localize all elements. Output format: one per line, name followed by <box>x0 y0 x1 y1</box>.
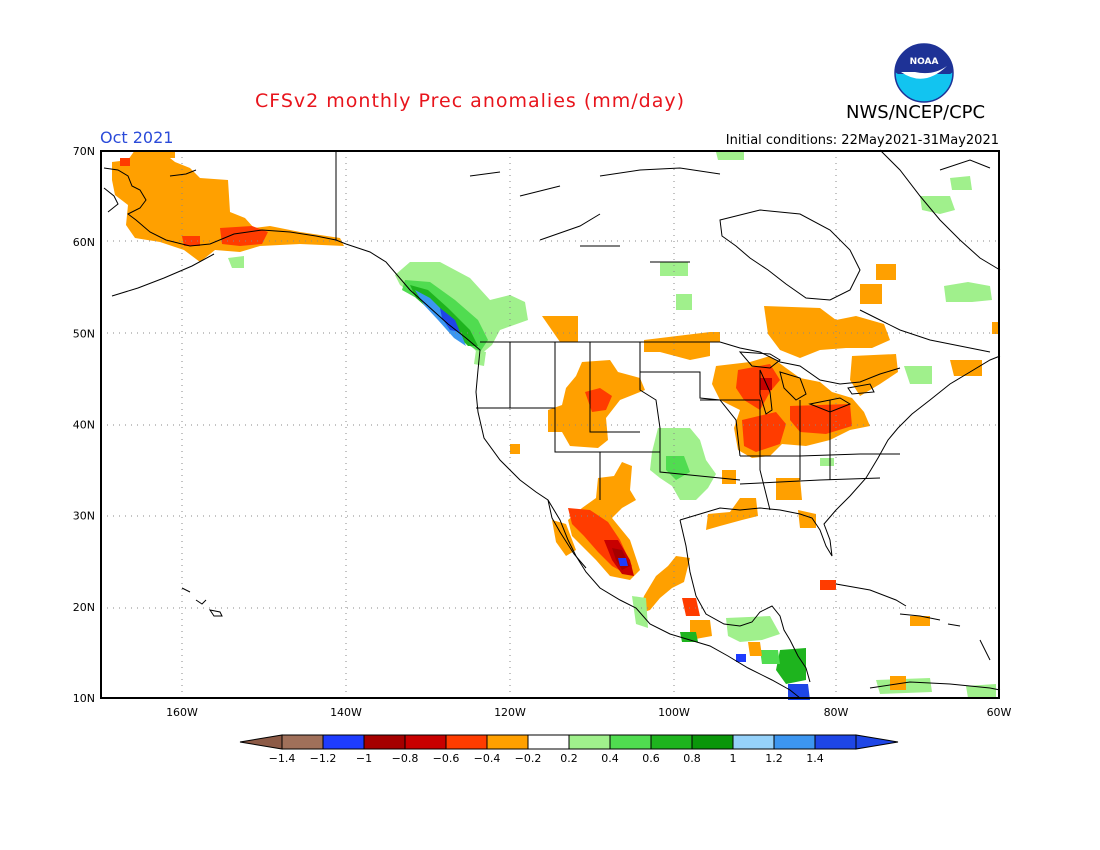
legend-swatch <box>691 734 734 750</box>
organization-label: NWS/NCEP/CPC <box>846 102 986 123</box>
legend-swatch <box>732 734 775 750</box>
longitude-label: 100W <box>658 706 690 719</box>
legend-tick-label: 0.8 <box>683 752 701 765</box>
legend-tick-label: −1.4 <box>269 752 296 765</box>
legend-tick-label: −0.8 <box>392 752 419 765</box>
latitude-label: 70N <box>73 145 95 158</box>
legend-low-arrow <box>239 734 283 750</box>
legend-tick-labels: −1.4 −1.2 −1 −0.8 −0.6 −0.4 −0.2 0.2 0.4 0.6 0.8 1 1… <box>269 752 824 765</box>
longitude-label: 140W <box>330 706 362 719</box>
legend-tick-label: −0.4 <box>474 752 501 765</box>
latitude-label: 20N <box>73 601 95 614</box>
anomaly-patch-alaska <box>112 150 344 262</box>
legend-swatch <box>404 734 447 750</box>
legend-swatch <box>814 734 857 750</box>
latitude-label: 30N <box>73 510 95 523</box>
longitude-label: 120W <box>494 706 526 719</box>
legend-swatch <box>568 734 611 750</box>
map-frame <box>100 150 1000 699</box>
noaa-logo-text: NOAA <box>910 57 939 67</box>
latitude-label: 10N <box>73 692 95 705</box>
chart-title: CFSv2 monthly Prec anomalies (mm/day) <box>254 90 686 112</box>
latitude-label: 60N <box>73 236 95 249</box>
legend-swatch <box>609 734 652 750</box>
legend-swatch <box>773 734 816 750</box>
longitude-labels: 160W 140W 120W 100W 80W 60W <box>166 706 1011 719</box>
latitude-label: 40N <box>73 419 95 432</box>
legend-tick-label: 0.4 <box>601 752 619 765</box>
longitude-label: 80W <box>824 706 849 719</box>
legend-tick-label: −0.2 <box>515 752 542 765</box>
legend-tick-label: 0.6 <box>642 752 660 765</box>
legend-tick-label: 0.2 <box>560 752 578 765</box>
legend-tick-label: −0.6 <box>433 752 460 765</box>
legend-tick-label: 1 <box>730 752 737 765</box>
legend-swatch <box>445 734 488 750</box>
legend-swatch <box>650 734 693 750</box>
legend-swatch <box>486 734 529 750</box>
longitude-label: 60W <box>987 706 1012 719</box>
legend-colorbar <box>239 734 899 750</box>
valid-month-label: Oct 2021 <box>100 128 174 147</box>
latitude-labels: 70N 60N 50N 40N 30N 20N 10N <box>73 145 95 705</box>
legend-high-arrow <box>855 734 899 750</box>
legend-tick-label: 1.4 <box>806 752 824 765</box>
initial-conditions-label: Initial conditions: 22May2021-31May2021 <box>725 133 999 148</box>
legend-swatch <box>527 734 570 750</box>
legend-swatch <box>322 734 365 750</box>
latitude-label: 50N <box>73 327 95 340</box>
longitude-label: 160W <box>166 706 198 719</box>
legend-tick-label: −1 <box>356 752 372 765</box>
legend-tick-label: 1.2 <box>765 752 783 765</box>
legend-swatch <box>363 734 406 750</box>
legend-tick-label: −1.2 <box>310 752 337 765</box>
legend-swatch <box>281 734 324 750</box>
noaa-logo: NOAA <box>894 43 954 103</box>
anomaly-fills <box>112 150 1000 700</box>
coastlines <box>103 149 1001 699</box>
anomaly-patch-ontario <box>764 306 890 358</box>
